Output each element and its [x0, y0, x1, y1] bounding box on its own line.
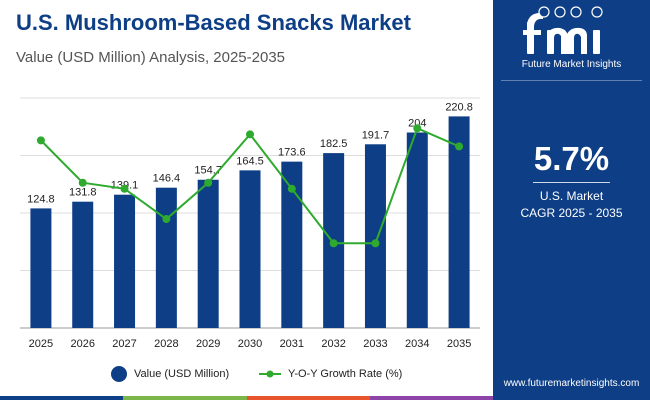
growth-point-2028	[162, 215, 171, 224]
x-tick-2033: 2033	[363, 338, 387, 350]
x-tick-2035: 2035	[447, 338, 471, 350]
growth-point-2027	[120, 184, 129, 193]
x-tick-2027: 2027	[112, 338, 136, 350]
x-tick-2028: 2028	[154, 338, 178, 350]
bar-series	[30, 116, 470, 329]
cagr-value: 5.7%	[533, 140, 610, 177]
x-axis-ticks: 2025 2026 2027 2028 2029 2030 2031 2032 2033 2034…	[29, 338, 472, 350]
website-link[interactable]: www.futuremarketinsights.com	[503, 378, 640, 389]
legend-bar-marker-icon	[111, 366, 127, 382]
growth-point-2031	[287, 184, 296, 193]
summary-panel: Future Market Insights 5.7% U.S. Market …	[493, 0, 650, 400]
x-tick-2034: 2034	[405, 338, 429, 350]
logo-wordmark: Future Market Insights	[521, 59, 622, 70]
x-tick-2025: 2025	[29, 338, 53, 350]
growth-point-2033	[371, 239, 380, 248]
panel-divider	[501, 80, 642, 81]
bar-label-2025: 124.8	[27, 193, 55, 205]
x-tick-2030: 2030	[238, 338, 262, 350]
growth-point-2025	[36, 136, 45, 145]
x-tick-2029: 2029	[196, 338, 220, 350]
chart-area: 124.8131.8139.1146.4154.7164.5173.6182.5…	[20, 97, 480, 350]
chart-subtitle: Value (USD Million) Analysis, 2025-2035	[16, 49, 286, 66]
bar-label-2032: 182.5	[320, 138, 348, 150]
legend-item-value: Value (USD Million)	[110, 365, 229, 383]
bar-2030	[239, 170, 261, 328]
kpi-divider	[533, 182, 610, 183]
chart-title: U.S. Mushroom-Based Snacks Market	[16, 10, 411, 35]
x-tick-2032: 2032	[321, 338, 345, 350]
bar-2029	[197, 179, 219, 328]
bar-2027	[114, 194, 136, 328]
legend-line-marker-icon	[259, 370, 281, 378]
bar-2025	[30, 208, 52, 328]
bar-label-2033: 191.7	[362, 129, 390, 141]
growth-point-2034	[413, 124, 422, 133]
growth-point-2030	[246, 130, 254, 139]
growth-point-2026	[78, 178, 87, 187]
growth-line-series	[36, 124, 464, 248]
bar-2033	[364, 144, 386, 328]
legend-item-growth: Y-O-Y Growth Rate (%)	[258, 365, 402, 383]
bottom-color-stripe	[0, 396, 493, 400]
bar-label-2034: 204	[408, 118, 426, 130]
bar-2035	[448, 116, 470, 329]
bar-label-2035: 220.8	[445, 101, 473, 113]
growth-point-2035	[455, 142, 464, 151]
growth-point-2029	[204, 178, 213, 187]
bar-2034	[406, 132, 428, 328]
bar-2026	[72, 201, 94, 328]
legend: Value (USD Million) Y-O-Y Growth Rate (%…	[0, 365, 493, 389]
bar-2028	[155, 187, 177, 328]
x-tick-2031: 2031	[280, 338, 304, 350]
bar-2031	[281, 161, 303, 328]
cagr-label-market: U.S. Market	[539, 189, 604, 203]
bar-label-2030: 164.5	[236, 155, 264, 167]
cagr-label-period: CAGR 2025 - 2035	[520, 206, 623, 220]
fmi-logo-icon	[523, 6, 603, 54]
legend-growth-label: Y-O-Y Growth Rate (%)	[288, 368, 403, 380]
bar-label-2026: 131.8	[69, 187, 97, 199]
x-tick-2026: 2026	[70, 338, 94, 350]
legend-value-label: Value (USD Million)	[134, 368, 230, 380]
growth-point-2032	[329, 239, 338, 248]
bar-label-2031: 173.6	[278, 147, 306, 159]
bar-label-2028: 146.4	[153, 173, 181, 185]
